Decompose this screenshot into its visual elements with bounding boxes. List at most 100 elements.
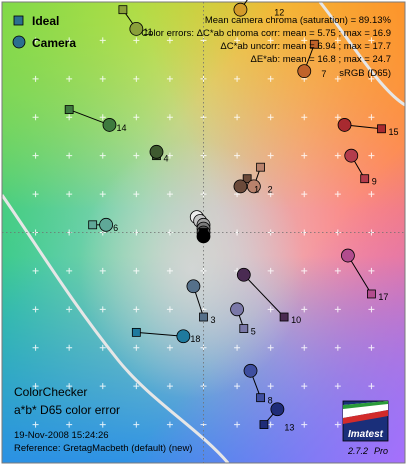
- patch-1-label: 1: [254, 184, 259, 194]
- grid-mark: [166, 421, 173, 428]
- grid-mark: [267, 152, 274, 159]
- patch-4-camera: [149, 144, 164, 159]
- grid-mark: [32, 267, 39, 274]
- chart-reference: Reference: GretagMacbeth (default) (new): [14, 443, 192, 454]
- grid-mark: [267, 75, 274, 82]
- imatest-logo: Imatest 2.7.2 Pro: [342, 400, 389, 456]
- grid-mark: [267, 267, 274, 274]
- grid-mark: [334, 152, 341, 159]
- patch-13-camera: [270, 402, 285, 417]
- patch-13-label: 13: [284, 423, 294, 433]
- grid-mark: [368, 114, 375, 121]
- grid-mark: [166, 75, 173, 82]
- grid-mark: [368, 383, 375, 390]
- grid-mark: [133, 383, 140, 390]
- grid-mark: [368, 344, 375, 351]
- grid-mark: [99, 421, 106, 428]
- patch-12-camera: [233, 2, 248, 17]
- stat-mean-chroma: Mean camera chroma (saturation) = 89.13%: [205, 15, 392, 26]
- grid-mark: [267, 37, 274, 44]
- grid-mark: [99, 75, 106, 82]
- grid-mark: [66, 37, 73, 44]
- stat-delta-e: ΔE*ab: mean = 16.8 ; max = 24.7: [251, 54, 392, 65]
- grid-mark: [166, 306, 173, 313]
- patch-1-camera: [233, 179, 248, 194]
- grid-mark: [66, 114, 73, 121]
- chart-subtitle: a*b* D65 color error: [14, 403, 120, 417]
- logo-edition: Pro: [374, 446, 388, 456]
- grid-mark: [166, 267, 173, 274]
- patch-12-label: 12: [274, 8, 284, 18]
- grid-mark: [301, 114, 308, 121]
- patch-18-camera: [176, 329, 191, 344]
- grid-mark: [66, 344, 73, 351]
- grid-mark: [99, 306, 106, 313]
- patch-18-ideal: [131, 327, 141, 337]
- grid-mark: [133, 191, 140, 198]
- grid-mark: [368, 75, 375, 82]
- patch-6-label: 6: [113, 223, 118, 233]
- grid-mark: [234, 383, 241, 390]
- patch-8-camera: [243, 363, 258, 378]
- grid-mark: [166, 191, 173, 198]
- patch-6-camera: [99, 217, 114, 232]
- grid-mark: [133, 114, 140, 121]
- grid-mark: [234, 75, 241, 82]
- patch-3-ideal: [199, 312, 208, 322]
- grid-mark: [32, 152, 39, 159]
- patch-17-error-line: [347, 255, 372, 295]
- grid-mark: [66, 306, 73, 313]
- grid-mark: [166, 344, 173, 351]
- patch-5-ideal: [239, 324, 249, 333]
- grid-mark: [267, 421, 274, 428]
- grid-mark: [301, 152, 308, 159]
- legend-item-ideal: Ideal: [13, 14, 59, 28]
- patch-2-label: 2: [268, 184, 273, 194]
- grid-mark: [32, 344, 39, 351]
- grid-mark: [133, 37, 140, 44]
- srgb-gamut-boundary: [0, 194, 230, 464]
- patch-6-ideal: [88, 220, 98, 230]
- patch-5-label: 5: [251, 327, 256, 337]
- grid-mark: [133, 75, 140, 82]
- logo-version: 2.7.2: [347, 446, 368, 456]
- grid-mark: [334, 306, 341, 313]
- patch-10-label: 10: [291, 315, 301, 325]
- grid-mark: [166, 383, 173, 390]
- grid-mark: [334, 229, 341, 236]
- patch-24-camera: [196, 229, 211, 244]
- grid-mark: [66, 267, 73, 274]
- logo-name: Imatest: [348, 429, 384, 440]
- patch-11-camera: [129, 21, 144, 36]
- grid-mark: [32, 191, 39, 198]
- grid-mark: [200, 344, 207, 351]
- chart-date: 19-Nov-2008 15:24:26: [14, 430, 109, 441]
- grid-mark: [66, 152, 73, 159]
- grid-mark: [133, 344, 140, 351]
- patch-15-label: 15: [388, 127, 398, 137]
- grid-mark: [368, 267, 375, 274]
- grid-mark: [32, 37, 39, 44]
- grid-mark: [32, 306, 39, 313]
- patch-9-label: 9: [372, 177, 377, 187]
- legend-camera-marker: [12, 35, 26, 49]
- patch-10-ideal: [279, 312, 289, 322]
- grid-mark: [133, 152, 140, 159]
- grid-mark: [166, 229, 173, 236]
- legend-camera-label: Camera: [32, 36, 76, 50]
- grid-mark: [99, 152, 106, 159]
- grid-mark: [368, 306, 375, 313]
- patch-17-camera: [341, 248, 355, 263]
- grid-mark: [166, 37, 173, 44]
- stats-block: Mean camera chroma (saturation) = 89.13%…: [141, 15, 391, 79]
- title-block: ColorChecker a*b* D65 color error 19-Nov…: [14, 385, 192, 454]
- grid-mark: [99, 267, 106, 274]
- grid-mark: [99, 37, 106, 44]
- patch-7-camera: [297, 64, 312, 79]
- patch-3-camera: [186, 279, 201, 294]
- patch-2-ideal: [256, 162, 265, 172]
- patch-8-label: 8: [268, 396, 273, 406]
- grid-mark: [66, 383, 73, 390]
- grid-mark: [368, 37, 375, 44]
